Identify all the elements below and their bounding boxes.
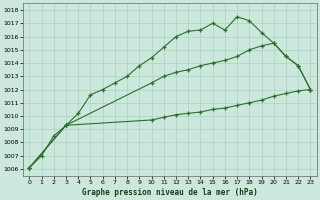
X-axis label: Graphe pression niveau de la mer (hPa): Graphe pression niveau de la mer (hPa)	[82, 188, 258, 197]
